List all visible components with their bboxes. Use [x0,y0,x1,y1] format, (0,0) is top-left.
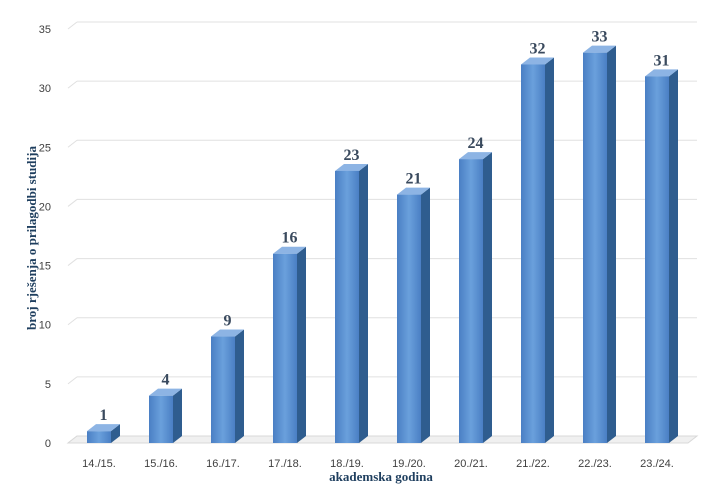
data-label: 21 [406,171,422,188]
bar [211,329,244,443]
bar [149,388,182,443]
data-labels: 1 4 9 16 23 21 24 32 33 31 [100,29,670,425]
x-tick-label: 17./18. [268,458,302,470]
x-tick-label: 20./21. [454,458,488,470]
bar-top [459,152,492,160]
x-tick-label: 14./15. [82,458,116,470]
x-axis-ticks: 14./15. 15./16. 16./17. 17./18. 18./19. 19./2… [82,458,674,470]
bar-front [521,64,545,443]
y-tick-label: 5 [45,379,51,391]
bar [459,152,492,443]
bar-front [645,76,669,444]
y-tick-label: 20 [39,201,51,213]
y-tick-label: 0 [45,438,51,450]
bar-front [397,194,421,443]
data-label: 9 [224,313,232,330]
data-label: 33 [592,29,608,46]
data-label: 4 [162,372,170,389]
y-tick-label: 15 [39,261,51,273]
gridline-diagonal [67,21,78,30]
bar-front [583,52,607,444]
x-tick-label: 19./20. [392,458,426,470]
bar-top [87,424,120,432]
bar-top [335,163,368,171]
bar [273,246,306,443]
gridline-diagonal [67,258,78,266]
data-label: 23 [344,147,360,164]
data-label: 16 [282,230,298,247]
bar-front [335,170,359,443]
bar-top [583,45,616,53]
y-axis-title: broj rješenja o prilagodbi studija [24,146,39,330]
data-label: 24 [468,135,484,152]
bar-front [273,253,297,443]
x-tick-label: 23./24. [640,458,674,470]
bar-top [211,329,244,337]
data-label: 31 [654,52,670,69]
bar-side [359,163,368,443]
bar-side [297,246,306,443]
gridline-diagonal [67,199,78,207]
data-label: 32 [530,40,546,57]
bar-top [397,187,430,195]
bar-top [149,388,182,396]
y-tick-label: 10 [39,320,51,332]
bar-front [459,159,483,443]
bar-top [521,57,554,65]
bar-side [483,152,492,443]
bar-top [273,246,306,254]
x-axis-title: akademska godina [329,469,433,484]
gridline-diagonal [67,80,78,89]
y-tick-label: 35 [39,24,51,36]
bar-side [607,45,616,444]
bar-top [645,69,678,77]
bar-front [211,336,235,443]
bar-front [149,395,173,443]
y-axis-ticks: 0 5 10 15 20 25 30 35 [39,24,51,450]
gridline-diagonal [67,139,78,148]
bars [87,45,678,444]
gridline-diagonal [67,317,78,326]
bar-side [545,57,554,443]
y-tick-label: 25 [39,142,51,154]
bar-side [421,187,430,443]
bar-front [87,431,111,443]
bar [87,424,120,443]
x-tick-label: 15./16. [144,458,178,470]
bar-side [235,329,244,443]
x-tick-label: 18./19. [330,458,364,470]
bar [335,163,368,443]
bar-side [173,388,182,443]
data-label: 1 [100,407,108,424]
x-tick-label: 21./22. [516,458,550,470]
bar [397,187,430,443]
x-tick-label: 16./17. [206,458,240,470]
bar [645,69,678,444]
bar-side [669,69,678,444]
x-tick-label: 22./23. [578,458,612,470]
bar [521,57,554,443]
bar [583,45,616,444]
bar-side [111,424,120,443]
y-tick-label: 30 [39,83,51,95]
gridline-diagonal [67,376,78,385]
